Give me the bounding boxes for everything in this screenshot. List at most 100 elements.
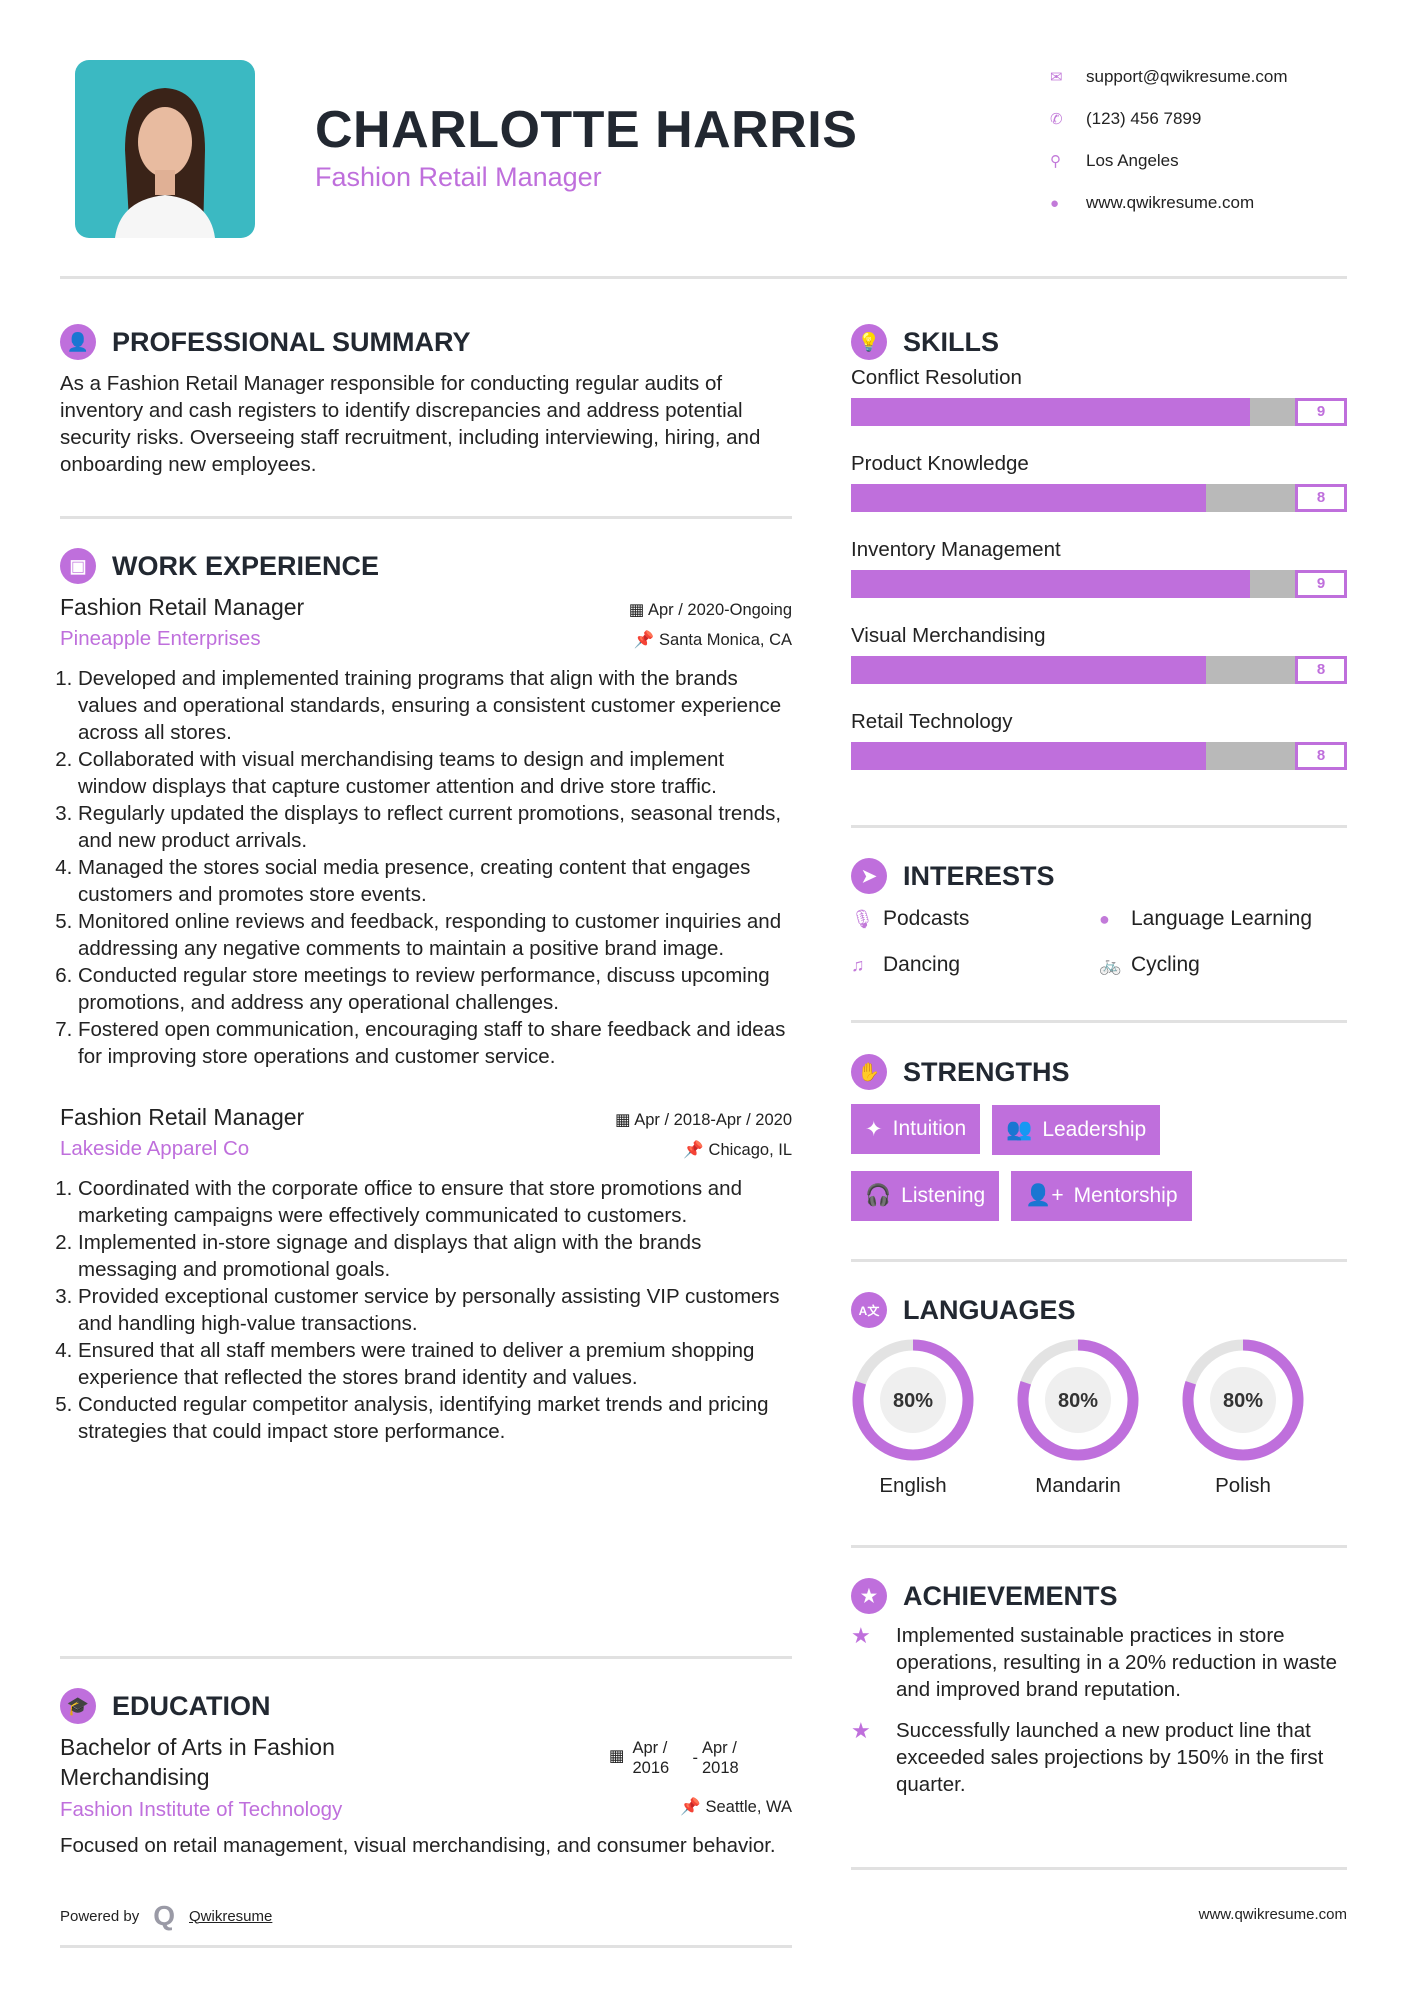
skill-name: Retail Technology	[851, 710, 1013, 733]
divider	[851, 1545, 1347, 1548]
skill-bar-fill	[851, 742, 1206, 770]
calendar-icon: ▦	[628, 601, 648, 619]
envelope-icon: ✉	[1050, 69, 1063, 86]
globe-icon: ●	[1050, 194, 1060, 212]
list-item: Managed the stores social media presence…	[78, 854, 792, 908]
strength-badge: 👤+ Mentorship	[1011, 1170, 1192, 1221]
interest-item: 🎙 Podcasts	[851, 896, 1099, 942]
briefcase-icon: ▣	[60, 548, 96, 584]
users-icon: 👥	[1006, 1117, 1033, 1141]
shooting-star-icon: ★	[851, 1623, 871, 1648]
company-name: Pineapple Enterprises	[60, 627, 261, 650]
achievement-text: Implemented sustainable practices in sto…	[896, 1624, 1338, 1701]
skill-name: Inventory Management	[851, 538, 1061, 561]
interest-label: Cycling	[1131, 953, 1200, 976]
magic-wand-icon: ✦	[865, 1117, 883, 1141]
phone-icon: ✆	[1050, 111, 1063, 128]
candidate-name: CHARLOTTE HARRIS	[315, 101, 858, 159]
calendar-icon: ▦	[614, 1111, 635, 1129]
ring-center	[1045, 1367, 1111, 1433]
translate-icon: A文	[851, 1292, 887, 1328]
candidate-title: Fashion Retail Manager	[315, 162, 602, 192]
header-divider	[60, 276, 1347, 279]
contact-list: ✉ support@qwikresume.com ✆ (123) 456 7899 …	[1050, 56, 1288, 224]
job-dates: Apr / 2020-Ongoing	[647, 601, 792, 619]
divider	[851, 1259, 1347, 1262]
start-date: Apr / 2016	[632, 1739, 670, 1777]
skill-bar-fill	[851, 484, 1206, 512]
language-name: Mandarin	[1035, 1474, 1121, 1497]
list-item: Ensured that all staff members were trai…	[78, 1337, 792, 1391]
achievement-text: Successfully launched a new product line…	[896, 1719, 1324, 1796]
interest-item: ● Language Learning	[1099, 896, 1347, 942]
ring-progress	[1182, 1339, 1304, 1461]
job-location: Santa Monica, CA	[659, 631, 792, 649]
skill-bar-fill	[851, 398, 1251, 426]
achievement-item: ★ Successfully launched a new product lin…	[851, 1717, 1347, 1798]
contact-text: (123) 456 7899	[1086, 109, 1202, 128]
skill-bar: 9	[851, 570, 1347, 598]
pin-icon: 📌	[680, 1798, 706, 1816]
skill-level: 8	[1295, 742, 1347, 770]
skill-item: Conflict Resolution 9	[851, 366, 1347, 426]
skill-bar: 9	[851, 398, 1347, 426]
qwikresume-link[interactable]: Qwikresume	[189, 1907, 273, 1925]
skill-bar: 8	[851, 742, 1347, 770]
skill-item: Inventory Management 9	[851, 538, 1347, 598]
school-name: Fashion Institute of Technology	[60, 1798, 343, 1821]
strengths-section: ✋ STRENGTHS ✦ Intuition 👥 Leadership 🎧 Listen…	[851, 1052, 1347, 1221]
language-item: 80% English	[851, 1338, 975, 1498]
language-percent: 80%	[893, 1390, 933, 1412]
section-heading: ACHIEVEMENTS	[903, 1580, 1118, 1611]
skill-bar-fill	[851, 656, 1206, 684]
divider	[851, 1867, 1347, 1870]
list-item: Fostered open communication, encouraging…	[78, 1016, 792, 1070]
skill-item: Visual Merchandising 8	[851, 624, 1347, 684]
language-name: Polish	[1215, 1474, 1271, 1497]
language-ring: 80%	[1017, 1339, 1139, 1461]
interest-item: 🚲 Cycling	[1099, 942, 1347, 988]
strength-badge: 🎧 Listening	[851, 1170, 1000, 1221]
powered-text: Powered by	[60, 1907, 140, 1925]
headphones-icon: 🎧	[865, 1183, 892, 1207]
contact-text: support@qwikresume.com	[1086, 67, 1288, 86]
section-heading: LANGUAGES	[903, 1294, 1076, 1325]
interest-label: Language Learning	[1131, 907, 1313, 930]
skill-level: 9	[1295, 398, 1347, 426]
divider	[851, 825, 1347, 828]
skill-level: 9	[1295, 570, 1347, 598]
skill-name: Visual Merchandising	[851, 624, 1046, 647]
powered-by: Powered by Q Qwikresume	[60, 1900, 272, 1932]
responsibility-list: Coordinated with the corporate office to…	[60, 1175, 792, 1445]
divider	[60, 1656, 792, 1659]
list-item: Conducted regular store meetings to revi…	[78, 962, 792, 1016]
footer-url[interactable]: www.qwikresume.com	[1198, 1906, 1347, 1923]
lightbulb-icon: 💡	[851, 324, 887, 360]
contact-website[interactable]: ● www.qwikresume.com	[1050, 182, 1288, 224]
contact-email[interactable]: ✉ support@qwikresume.com	[1050, 56, 1288, 98]
skill-item: Product Knowledge 8	[851, 452, 1347, 512]
languages-section: A文 LANGUAGES 80% English 80% Mandarin 80%…	[851, 1290, 1347, 1520]
achievements-section: ★ ACHIEVEMENTS ★ Implemented sustainable p…	[851, 1576, 1347, 1812]
language-ring: 80%	[852, 1339, 974, 1461]
experience-section: ▣ WORK EXPERIENCE Fashion Retail Manager ▦…	[60, 546, 792, 1445]
location: Seattle, WA	[705, 1798, 792, 1816]
divider	[60, 1945, 792, 1948]
language-percent: 80%	[1058, 1390, 1098, 1412]
interest-label: Podcasts	[883, 907, 970, 930]
profile-photo	[75, 60, 255, 238]
degree: Bachelor of Arts in Fashion Merchandisin…	[60, 1734, 335, 1790]
job-title: Fashion Retail Manager	[60, 1104, 305, 1130]
list-item: Monitored online reviews and feedback, r…	[78, 908, 792, 962]
strength-label: Intuition	[892, 1117, 967, 1140]
qwikresume-logo-icon: Q	[153, 1900, 175, 1931]
language-percent: 80%	[1223, 1390, 1263, 1412]
section-heading: SKILLS	[903, 326, 1000, 357]
job-entry: Fashion Retail Manager ▦ Apr / 2020-Ongoi…	[60, 594, 792, 1070]
summary-text: As a Fashion Retail Manager responsible …	[60, 372, 761, 476]
strength-label: Listening	[901, 1183, 986, 1207]
interest-item: ♫ Dancing	[851, 942, 1099, 988]
language-ring: 80%	[1182, 1339, 1304, 1461]
skill-bar: 8	[851, 484, 1347, 512]
graduate-icon: 🎓	[60, 1688, 96, 1724]
